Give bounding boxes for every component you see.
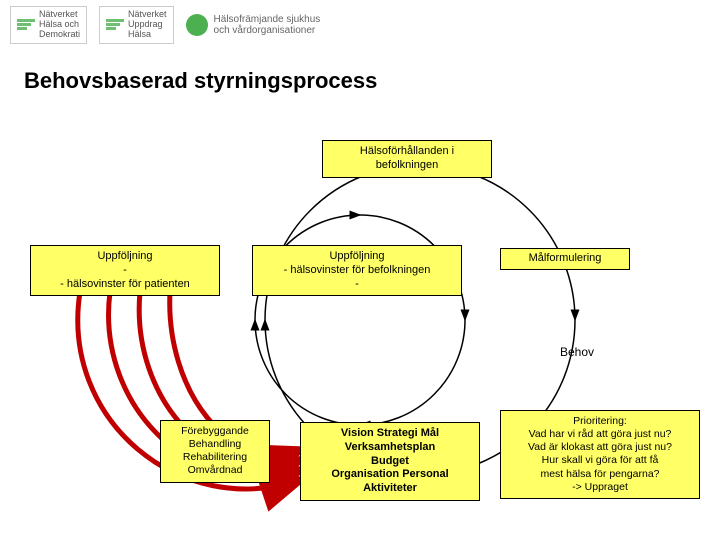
box-behandling: FörebyggandeBehandlingRehabiliteringOmvå… — [160, 420, 270, 483]
logo-natverket-halsa-demokrati: Nätverket Hälsa och Demokrati — [10, 6, 87, 44]
green-circle-icon — [186, 14, 208, 36]
logo-bars-icon — [106, 19, 124, 30]
process-diagram: Hälsoförhållanden ibefolkningen Uppföljn… — [0, 120, 720, 540]
logo-bars-icon — [17, 19, 35, 30]
box-uppfoljning-befolkning: Uppföljning- hälsovinster för befolkning… — [252, 245, 462, 296]
box-malformulering: Målformulering — [500, 248, 630, 270]
treat-box-text: FörebyggandeBehandlingRehabiliteringOmvå… — [181, 425, 249, 476]
box-prioritering: Prioritering:Vad har vi råd att göra jus… — [500, 410, 700, 499]
logo3-line1: Hälsofrämjande sjukhus — [214, 14, 321, 25]
logo-natverket-uppdrag-halsa: Nätverket Uppdrag Hälsa — [99, 6, 174, 44]
logo1-line3: Demokrati — [39, 30, 80, 40]
logo-halsoframjande: Hälsofrämjande sjukhus och vårdorganisat… — [186, 14, 321, 36]
box-halsoforhallanden: Hälsoförhållanden ibefolkningen — [322, 140, 492, 178]
prio-box-text: Prioritering:Vad har vi råd att göra jus… — [528, 415, 672, 493]
mid-box-text: Uppföljning- hälsovinster för befolkning… — [284, 250, 431, 290]
right-box-text: Målformulering — [529, 252, 602, 264]
label-behov: Behov — [560, 345, 594, 359]
logo3-line2: och vårdorganisationer — [214, 25, 321, 36]
left-box-text: Uppföljning-- hälsovinster för patienten — [60, 250, 190, 290]
page-title: Behovsbaserad styrningsprocess — [0, 50, 720, 98]
top-box-text: Hälsoförhållanden ibefolkningen — [360, 145, 454, 171]
header-logos: Nätverket Hälsa och Demokrati Nätverket … — [0, 0, 720, 50]
plan-box-text: Vision Strategi MålVerksamhetsplanBudget… — [331, 427, 448, 494]
box-plan: Vision Strategi MålVerksamhetsplanBudget… — [300, 422, 480, 501]
box-uppfoljning-patient: Uppföljning-- hälsovinster för patienten — [30, 245, 220, 296]
logo2-line3: Hälsa — [128, 30, 167, 40]
